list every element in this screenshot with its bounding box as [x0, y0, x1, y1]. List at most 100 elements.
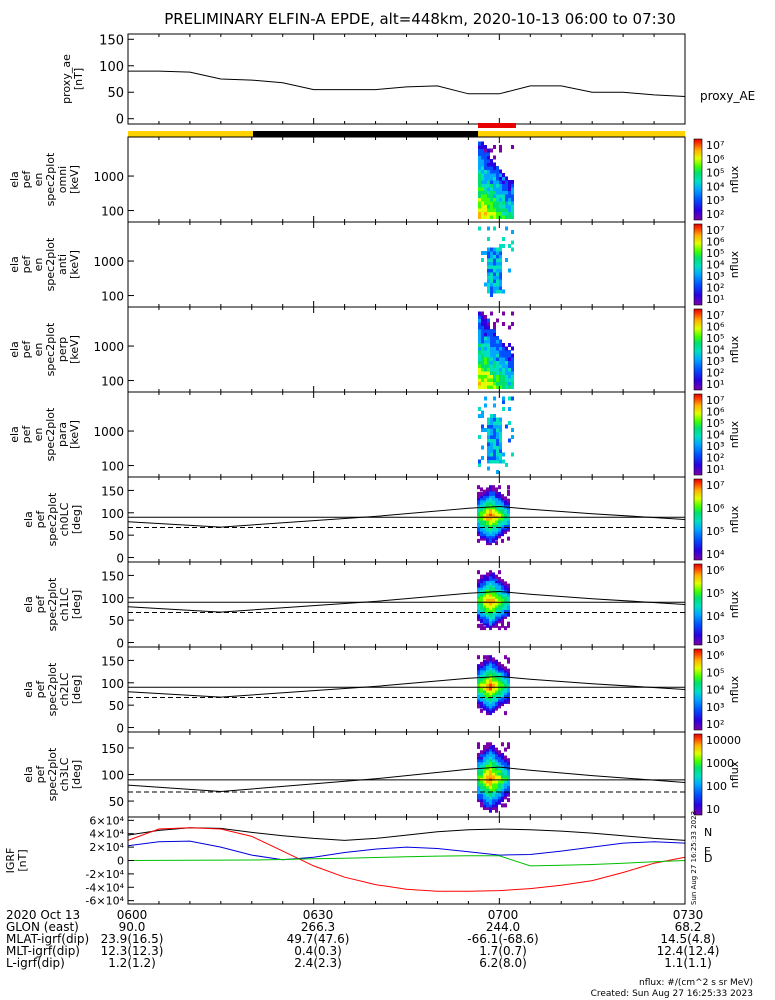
pa-spectrogram-cell — [489, 491, 492, 496]
spec2plot_anti-cbar-tick: 10² — [706, 282, 724, 295]
spec2plot_ch3LC-panel-frame — [127, 731, 686, 818]
pa-spectrogram-cell — [507, 677, 510, 682]
spectrogram-cell — [478, 159, 481, 163]
pa-spectrogram-cell — [489, 617, 492, 622]
spectrogram-cell — [493, 194, 496, 198]
spectrogram-cell — [487, 442, 490, 446]
pa-spectrogram-cell — [498, 693, 501, 698]
spectrogram-cell — [505, 226, 508, 231]
spectrogram-cell — [511, 346, 514, 351]
pa-spectrogram-cell — [498, 594, 501, 599]
spec2plot_anti-cbar-tick: 10³ — [706, 270, 724, 283]
pa-spectrogram-cell — [504, 670, 507, 675]
pa-spectrogram-cell — [495, 500, 498, 505]
pa-spectrogram-cell — [483, 771, 486, 776]
pa-spectrogram-cell — [486, 585, 489, 590]
spectrogram-cell — [481, 183, 484, 188]
pa-spectrogram-cell — [498, 512, 501, 517]
spectrogram-cell — [478, 459, 481, 464]
pa-spectrogram-cell — [489, 742, 492, 747]
spectrogram-cell — [493, 360, 496, 365]
pa-spectrogram-cell — [486, 771, 489, 776]
pa-spectrogram-cell — [486, 782, 489, 787]
spectrogram-cell — [502, 289, 505, 294]
pa-spectrogram-cell — [483, 776, 486, 781]
spectrogram-cell — [505, 190, 508, 195]
pa-spectrogram-cell — [501, 514, 504, 519]
pa-spectrogram-cell — [477, 617, 480, 622]
pa-spectrogram-cell — [498, 779, 501, 784]
row-label-mlt: MLT-igrf(dip) — [6, 944, 80, 958]
pa-spectrogram-cell — [507, 682, 510, 687]
spectrogram-cell — [487, 435, 490, 439]
pa-spectrogram-cell — [480, 758, 483, 763]
pa-spectrogram-cell — [486, 529, 489, 534]
pa-spectrogram-cell — [483, 599, 486, 604]
spectrogram-cell — [478, 208, 481, 212]
spectrogram-cell — [487, 381, 490, 386]
spectrogram-cell — [487, 258, 490, 262]
spec2plot_anti-ylabel-line-0: ela — [8, 256, 21, 273]
pa-spectrogram-cell — [489, 752, 492, 757]
spectrogram-cell — [478, 145, 481, 149]
spectrogram-cell — [493, 336, 496, 340]
spec2plot_ch2LC-cbar-tick: 10⁶ — [706, 649, 725, 662]
pa-spectrogram-cell — [480, 597, 483, 602]
pa-spectrogram-cell — [492, 619, 495, 624]
pa-spectrogram-cell — [498, 664, 501, 669]
pa-spectrogram-cell — [489, 706, 492, 711]
pa-spectrogram-cell — [501, 503, 504, 508]
pa-spectrogram-cell — [492, 512, 495, 517]
spectrogram-cell — [490, 173, 493, 177]
pa-spectrogram-cell — [498, 755, 501, 760]
pa-spectrogram-cell — [495, 706, 498, 711]
spectrogram-cell — [499, 261, 502, 266]
pa-spectrogram-cell — [504, 581, 507, 586]
pa-spectrogram-cell — [477, 771, 480, 776]
pa-spectrogram-cell — [495, 514, 498, 519]
spectrogram-cell — [499, 350, 502, 354]
spectrogram-cell — [499, 438, 502, 443]
pa-spectrogram-cell — [504, 516, 507, 521]
spectrogram-cell — [502, 378, 505, 382]
pa-spectrogram-cell — [498, 592, 501, 597]
pa-spectrogram-cell — [486, 507, 489, 512]
pa-spectrogram-cell — [477, 579, 480, 584]
spectrogram-cell — [499, 445, 502, 450]
pa-spectrogram-cell — [489, 597, 492, 602]
spec2plot_perp-ytick: 100 — [101, 375, 124, 389]
pa-spectrogram-cell — [498, 677, 501, 682]
spec2plot_ch0LC-cbar-label: nflux — [728, 505, 741, 533]
pa-spectrogram-cell — [477, 758, 480, 763]
spectrogram-cell — [502, 237, 505, 241]
pa-spectrogram-cell — [489, 496, 492, 501]
pa-spectrogram-cell — [501, 771, 504, 776]
pa-spectrogram-cell — [507, 776, 510, 781]
pa-spectrogram-cell — [489, 795, 492, 800]
spectrogram-cell — [481, 322, 484, 326]
spectrogram-cell — [511, 428, 514, 432]
pa-spectrogram-cell — [483, 509, 486, 514]
pa-spectrogram-cell — [489, 688, 492, 693]
spectrogram-cell — [499, 272, 502, 276]
spec2plot_omni-ylabel-line-1: pef — [20, 170, 33, 189]
spectrogram-cell — [511, 371, 514, 375]
pa-spectrogram-cell — [477, 599, 480, 604]
spec2plot_omni-cbar-tick: 10⁴ — [706, 180, 725, 193]
spectrogram-cell — [481, 374, 484, 379]
spectrogram-cell — [490, 449, 493, 453]
spec2plot_ch1LC-ytick: 100 — [101, 592, 124, 606]
pa-spectrogram-cell — [498, 498, 501, 503]
spectrogram-cell — [490, 336, 493, 340]
pa-spectrogram-cell — [504, 776, 507, 781]
pa-spectrogram-cell — [492, 800, 495, 805]
spectrogram-cell — [493, 374, 496, 379]
pa-spectrogram-cell — [483, 518, 486, 523]
proxy-ae-ytick: 150 — [99, 33, 124, 48]
spec2plot_omni-ylabel-line-5: [keV] — [68, 165, 81, 194]
spec2plot_perp-cbar-tick: 10³ — [706, 355, 724, 368]
pa-spectrogram-cell — [507, 507, 510, 512]
spectrogram-cell — [505, 371, 508, 375]
spectrogram-cell — [484, 159, 487, 163]
pa-spectrogram-cell — [498, 684, 501, 689]
